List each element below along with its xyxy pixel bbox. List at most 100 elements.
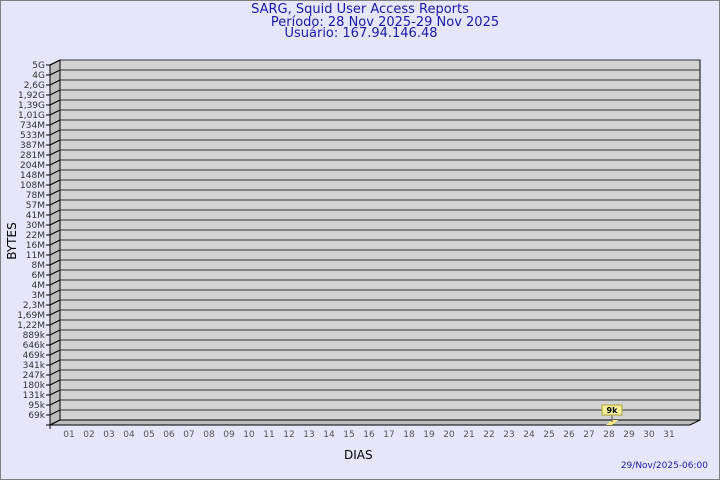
gridline-side xyxy=(49,229,61,236)
x-tick-label: 02 xyxy=(83,430,94,440)
y-tick-label: 41M xyxy=(26,211,45,221)
x-tick-label: 05 xyxy=(143,430,154,440)
gridline-side xyxy=(49,79,61,86)
x-tick-label: 23 xyxy=(503,430,514,440)
y-tick-label: 469k xyxy=(23,351,46,361)
gridline-side xyxy=(49,179,61,186)
gridline-side xyxy=(49,239,61,246)
y-tick-label: 2,6G xyxy=(24,81,45,91)
y-tick-label: 16M xyxy=(26,241,45,251)
y-tick-label: 889k xyxy=(23,331,46,341)
x-tick-label: 18 xyxy=(403,430,415,440)
y-tick-label: 4M xyxy=(32,281,46,291)
gridline-side xyxy=(49,219,61,226)
x-tick-label: 11 xyxy=(263,430,274,440)
gridline-side xyxy=(49,279,61,286)
gridline-side xyxy=(49,99,61,106)
x-tick-label: 13 xyxy=(303,430,314,440)
gridline-side xyxy=(49,249,61,256)
gridline-side xyxy=(49,59,61,66)
x-tick-label: 28 xyxy=(603,430,615,440)
gridline-side xyxy=(49,149,61,156)
y-tick-label: 2,3M xyxy=(23,301,45,311)
x-tick-label: 26 xyxy=(563,430,575,440)
x-tick-label: 14 xyxy=(323,430,335,440)
y-tick-label: 1,69M xyxy=(17,311,45,321)
gridline-side xyxy=(49,259,61,266)
gridline-side xyxy=(49,169,61,176)
gridline-side xyxy=(49,349,61,356)
gridline-side xyxy=(49,329,61,336)
gridline-side xyxy=(49,339,61,346)
x-tick-label: 04 xyxy=(123,430,135,440)
y-tick-label: 148M xyxy=(20,171,45,181)
y-tick-label: 204M xyxy=(20,161,45,171)
bar xyxy=(606,420,618,425)
x-tick-label: 10 xyxy=(243,430,255,440)
gridline-side xyxy=(49,209,61,216)
gridline-side xyxy=(49,129,61,136)
x-tick-label: 01 xyxy=(63,430,74,440)
y-tick-label: 734M xyxy=(20,121,45,131)
gridline-side xyxy=(49,199,61,206)
gridline-side xyxy=(49,399,61,406)
x-tick-label: 24 xyxy=(523,430,535,440)
y-tick-label: 533M xyxy=(20,131,45,141)
y-tick-label: 6M xyxy=(32,271,46,281)
gridline-side xyxy=(49,159,61,166)
y-tick-label: 30M xyxy=(26,221,45,231)
y-tick-label: 22M xyxy=(26,231,45,241)
y-tick-label: 646k xyxy=(23,341,46,351)
x-tick-label: 31 xyxy=(663,430,674,440)
x-tick-label: 21 xyxy=(463,430,474,440)
y-tick-label: 3M xyxy=(32,291,46,301)
y-tick-label: 1,22M xyxy=(17,321,45,331)
y-tick-label: 11M xyxy=(26,251,45,261)
y-tick-label: 1,39G xyxy=(18,101,45,111)
x-tick-label: 27 xyxy=(583,430,594,440)
y-tick-label: 131k xyxy=(23,391,46,401)
gridline-side xyxy=(49,139,61,146)
timestamp: 29/Nov/2025-06:00 xyxy=(620,461,708,471)
x-tick-label: 30 xyxy=(643,430,655,440)
x-tick-label: 25 xyxy=(543,430,554,440)
y-tick-label: 247k xyxy=(23,371,46,381)
x-tick-label: 07 xyxy=(183,430,194,440)
chart-subtitle-period: Período: 28 Nov 2025-29 Nov 2025 xyxy=(270,15,500,30)
plot-floor xyxy=(49,419,701,426)
y-tick-label: 1,92G xyxy=(18,91,45,101)
x-tick-label: 22 xyxy=(483,430,494,440)
y-tick-label: 387M xyxy=(20,141,45,151)
chart-title: SARG, Squid User Access Reports xyxy=(251,2,469,17)
gridline-side xyxy=(49,89,61,96)
x-tick-label: 12 xyxy=(283,430,294,440)
y-axis-label: BYTES xyxy=(5,222,19,260)
x-tick-label: 20 xyxy=(443,430,455,440)
gridline-side xyxy=(49,379,61,386)
y-tick-label: 5G xyxy=(32,61,45,71)
y-tick-label: 1,01G xyxy=(18,111,45,121)
x-tick-label: 09 xyxy=(223,430,235,440)
y-tick-label: 78M xyxy=(26,191,45,201)
gridline-side xyxy=(49,69,61,76)
x-axis-label: DIAS xyxy=(344,448,373,462)
data-label: 9k xyxy=(607,406,619,415)
gridline-side xyxy=(49,389,61,396)
y-tick-label: 69k xyxy=(28,411,45,421)
gridline-side xyxy=(49,319,61,326)
gridline-side xyxy=(49,109,61,116)
y-tick-label: 341k xyxy=(23,361,46,371)
x-tick-label: 08 xyxy=(203,430,215,440)
x-tick-label: 16 xyxy=(363,430,375,440)
x-tick-label: 06 xyxy=(163,430,175,440)
x-tick-label: 15 xyxy=(343,430,354,440)
data-label-box xyxy=(601,404,623,416)
x-tick-label: 03 xyxy=(103,430,114,440)
gridline-side xyxy=(49,299,61,306)
y-tick-label: 180k xyxy=(23,381,46,391)
y-tick-label: 57M xyxy=(26,201,45,211)
y-tick-label: 281M xyxy=(20,151,45,161)
gridline-side xyxy=(49,369,61,376)
chart-subtitle-user: Usuário: 167.94.146.48 xyxy=(284,26,438,41)
